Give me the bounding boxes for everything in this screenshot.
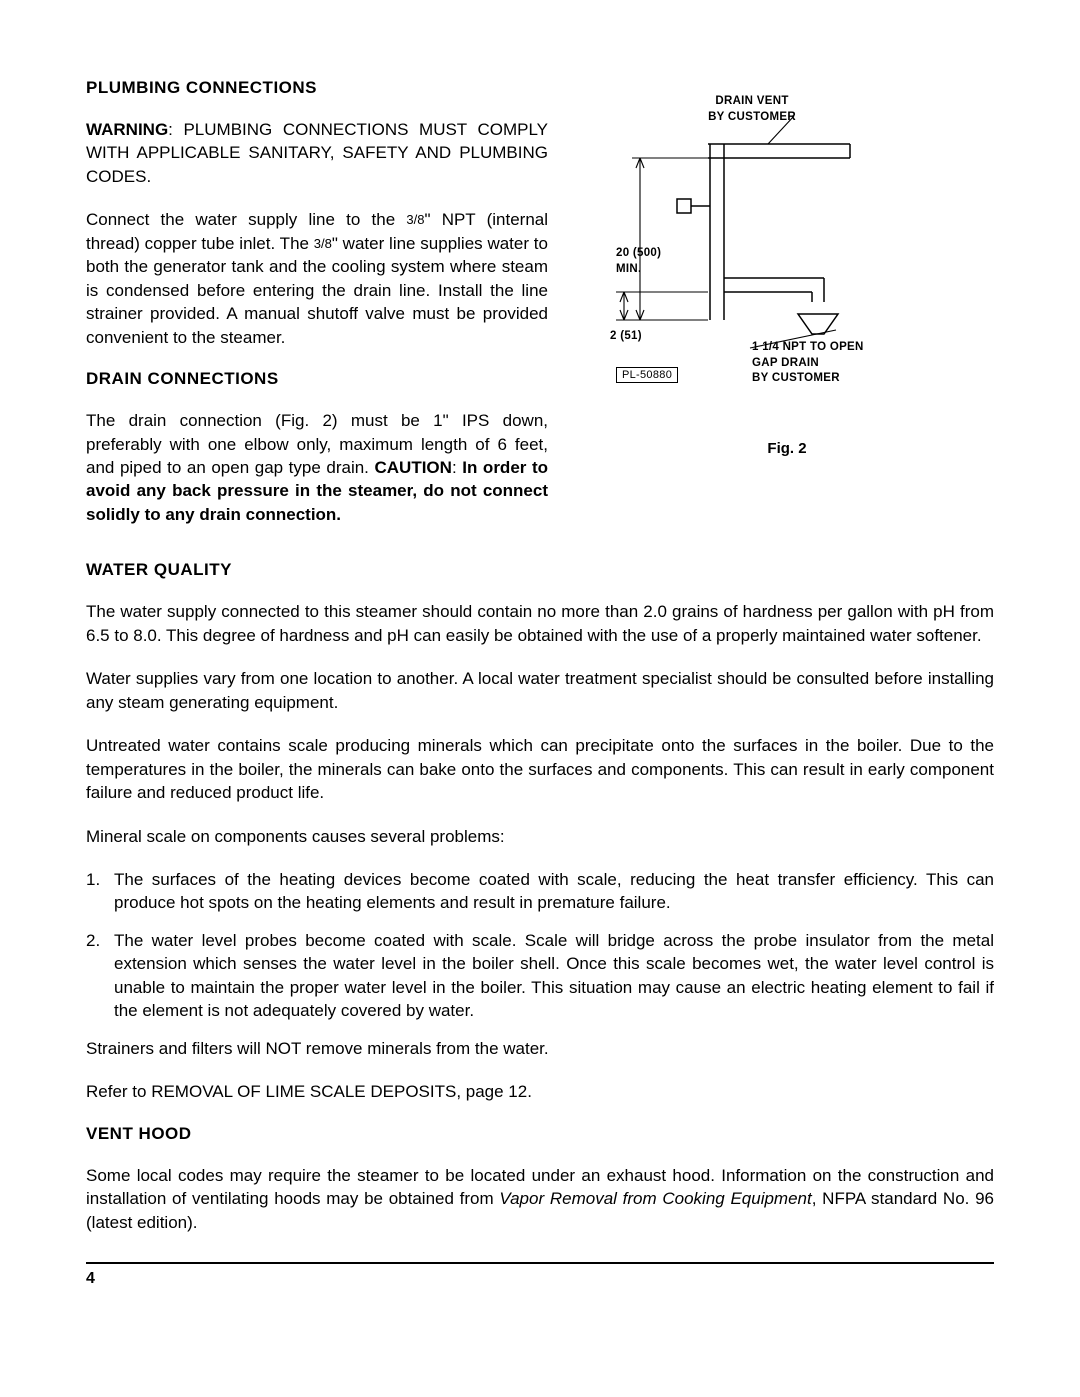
page: PLUMBING CONNECTIONS WARNING: PLUMBING C… <box>0 0 1080 1397</box>
label-drain-vent-text: DRAIN VENT <box>715 95 788 107</box>
frac-num-2: 3 <box>314 236 321 251</box>
plumbing-para-2: Connect the water supply line to the 3/8… <box>86 208 548 349</box>
plumbing-warning-para: WARNING: PLUMBING CONNECTIONS MUST COMPL… <box>86 118 548 188</box>
water-li-2: 2. The water level probes become coated … <box>86 929 994 1023</box>
heading-water: WATER QUALITY <box>86 560 994 580</box>
page-number: 4 <box>86 1270 994 1288</box>
list-num-2: 2. <box>86 929 114 1023</box>
caution-label: CAUTION <box>374 458 451 477</box>
water-li-1: 1. The surfaces of the heating devices b… <box>86 868 994 915</box>
right-column: DRAIN VENT BY CUSTOMER 20 (500) MIN. 2 (… <box>588 78 994 546</box>
warning-label: WARNING <box>86 120 168 139</box>
frac-den-2: 8 <box>325 236 332 251</box>
water-p2: Water supplies vary from one location to… <box>86 667 994 714</box>
label-2-51: 2 (51) <box>610 329 642 345</box>
top-two-column: PLUMBING CONNECTIONS WARNING: PLUMBING C… <box>86 78 994 546</box>
label-npt-2: GAP DRAIN <box>752 357 819 369</box>
water-list: 1. The surfaces of the heating devices b… <box>86 868 994 1023</box>
label-20-500: 20 (500) MIN. <box>616 246 661 277</box>
figure-2: DRAIN VENT BY CUSTOMER 20 (500) MIN. 2 (… <box>580 86 950 406</box>
water-li2-text: The water level probes become coated wit… <box>114 929 994 1023</box>
label-npt-1: 1 1/4 NPT TO OPEN <box>752 341 864 353</box>
heading-drain: DRAIN CONNECTIONS <box>86 369 548 389</box>
vent-p1: Some local codes may require the steamer… <box>86 1164 994 1234</box>
label-npt: 1 1/4 NPT TO OPEN GAP DRAIN BY CUSTOMER <box>752 340 864 387</box>
vent-p1-italic: Vapor Removal from Cooking Equipment <box>499 1189 811 1208</box>
water-p5: Strainers and filters will NOT remove mi… <box>86 1037 994 1060</box>
label-min: MIN. <box>616 263 641 275</box>
frac-num: 3 <box>406 212 413 227</box>
fraction-1: 3/8 <box>406 212 424 227</box>
footer-rule <box>86 1262 994 1264</box>
label-20-500-text: 20 (500) <box>616 247 661 259</box>
label-drain-vent: DRAIN VENT BY CUSTOMER <box>662 94 842 125</box>
water-p1: The water supply connected to this steam… <box>86 600 994 647</box>
water-li1-text: The surfaces of the heating devices beco… <box>114 868 994 915</box>
left-column: PLUMBING CONNECTIONS WARNING: PLUMBING C… <box>86 78 548 546</box>
list-num-1: 1. <box>86 868 114 915</box>
figure-2-caption: Fig. 2 <box>580 440 994 457</box>
fraction-2: 3/8 <box>314 236 332 251</box>
heading-plumbing: PLUMBING CONNECTIONS <box>86 78 548 98</box>
label-by-customer-1: BY CUSTOMER <box>708 111 796 123</box>
water-p6: Refer to REMOVAL OF LIME SCALE DEPOSITS,… <box>86 1080 994 1103</box>
drain-p-b: : <box>452 458 462 477</box>
plumbing-p2-a: Connect the water supply line to the <box>86 210 406 229</box>
pl-code-box: PL-50880 <box>616 367 678 383</box>
drain-para: The drain connection (Fig. 2) must be 1"… <box>86 409 548 526</box>
label-npt-3: BY CUSTOMER <box>752 372 840 384</box>
water-p3: Untreated water contains scale producing… <box>86 734 994 804</box>
water-p4: Mineral scale on components causes sever… <box>86 825 994 848</box>
heading-vent: VENT HOOD <box>86 1124 994 1144</box>
